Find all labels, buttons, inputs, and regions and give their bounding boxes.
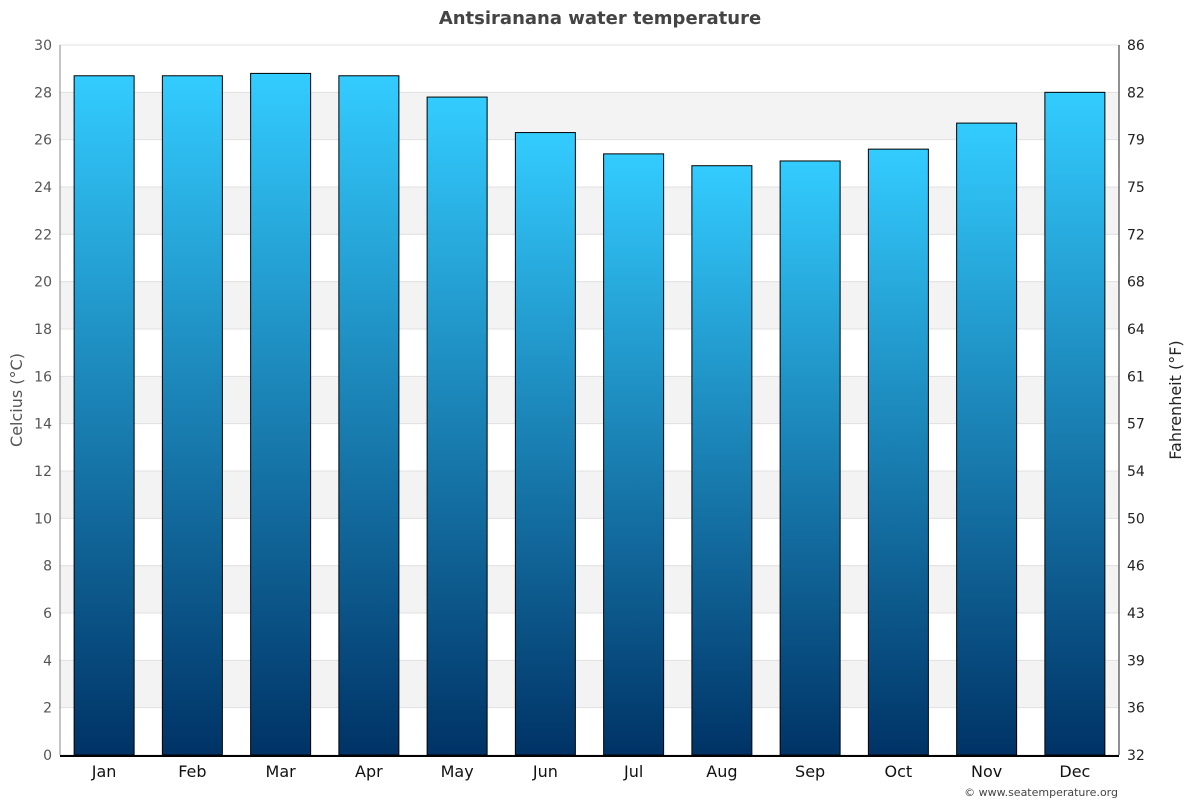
x-tick-label: Nov <box>971 762 1002 781</box>
y2-tick-label: 61 <box>1127 369 1145 385</box>
x-tick-label: May <box>441 762 474 781</box>
y2-tick-label: 86 <box>1127 38 1145 54</box>
y2-tick-label: 39 <box>1127 653 1145 669</box>
y2-tick-label: 36 <box>1127 701 1145 717</box>
bar-sep <box>779 160 841 756</box>
bar-jul <box>603 153 665 756</box>
bar-jan <box>73 75 135 756</box>
x-tick-label: Oct <box>885 762 913 781</box>
y2-tick-label: 64 <box>1127 322 1145 338</box>
y2-tick-label: 50 <box>1127 511 1145 527</box>
x-tick-label: Mar <box>266 762 297 781</box>
x-tick-label: Sep <box>795 762 825 781</box>
y-tick-label: 22 <box>34 227 52 243</box>
bar-oct <box>867 148 929 756</box>
y-tick-label: 20 <box>34 275 52 291</box>
y2-tick-label: 72 <box>1127 227 1145 243</box>
y2-tick-label: 46 <box>1127 559 1145 575</box>
y-axis-label: Celcius (°C) <box>7 353 26 447</box>
y2-tick-label: 75 <box>1127 180 1145 196</box>
y-tick-label: 10 <box>34 511 52 527</box>
y-tick-label: 26 <box>34 133 52 149</box>
x-tick-label: Aug <box>706 762 737 781</box>
bar-apr <box>338 75 400 756</box>
y-tick-label: 0 <box>43 748 52 764</box>
y2-tick-label: 79 <box>1127 133 1145 149</box>
y-tick-label: 30 <box>34 38 52 54</box>
y-tick-label: 6 <box>43 606 52 622</box>
grid-band <box>60 92 1119 140</box>
y2-tick-label: 32 <box>1127 748 1145 764</box>
y-tick-label: 14 <box>34 417 52 433</box>
y2-tick-label: 43 <box>1127 606 1145 622</box>
credit-link[interactable]: © www.seatemperature.org <box>964 786 1118 799</box>
y-tick-label: 4 <box>43 653 52 669</box>
grid-band <box>60 376 1119 424</box>
y2-tick-label: 68 <box>1127 275 1145 291</box>
grid-band <box>60 187 1119 235</box>
x-tick-label: Feb <box>178 762 206 781</box>
grid-band <box>60 471 1119 519</box>
x-tick-label: Jul <box>623 762 643 781</box>
y-tick-label: 2 <box>43 701 52 717</box>
bar-aug <box>691 165 753 756</box>
y2-tick-label: 57 <box>1127 417 1145 433</box>
y2-tick-label: 82 <box>1127 85 1145 101</box>
y-tick-label: 12 <box>34 464 52 480</box>
bar-jun <box>514 132 576 756</box>
bar-dec <box>1044 91 1106 756</box>
bar-nov <box>956 122 1018 756</box>
y-tick-label: 16 <box>34 369 52 385</box>
y-tick-label: 28 <box>34 85 52 101</box>
x-tick-label: Apr <box>355 762 383 781</box>
y-tick-label: 24 <box>34 180 52 196</box>
grid-band <box>60 281 1119 329</box>
bar-may <box>426 96 488 756</box>
y2-axis-label: Fahrenheit (°F) <box>1166 340 1185 459</box>
chart-title: Antsiranana water temperature <box>439 8 761 29</box>
y-tick-label: 8 <box>43 559 52 575</box>
bar-feb <box>161 75 223 756</box>
x-tick-label: Jan <box>91 762 117 781</box>
y2-tick-label: 54 <box>1127 464 1145 480</box>
grid-band <box>60 660 1119 708</box>
x-tick-label: Dec <box>1059 762 1090 781</box>
y-tick-label: 18 <box>34 322 52 338</box>
x-tick-label: Jun <box>532 762 558 781</box>
grid-band <box>60 565 1119 613</box>
bar-mar <box>250 72 312 756</box>
